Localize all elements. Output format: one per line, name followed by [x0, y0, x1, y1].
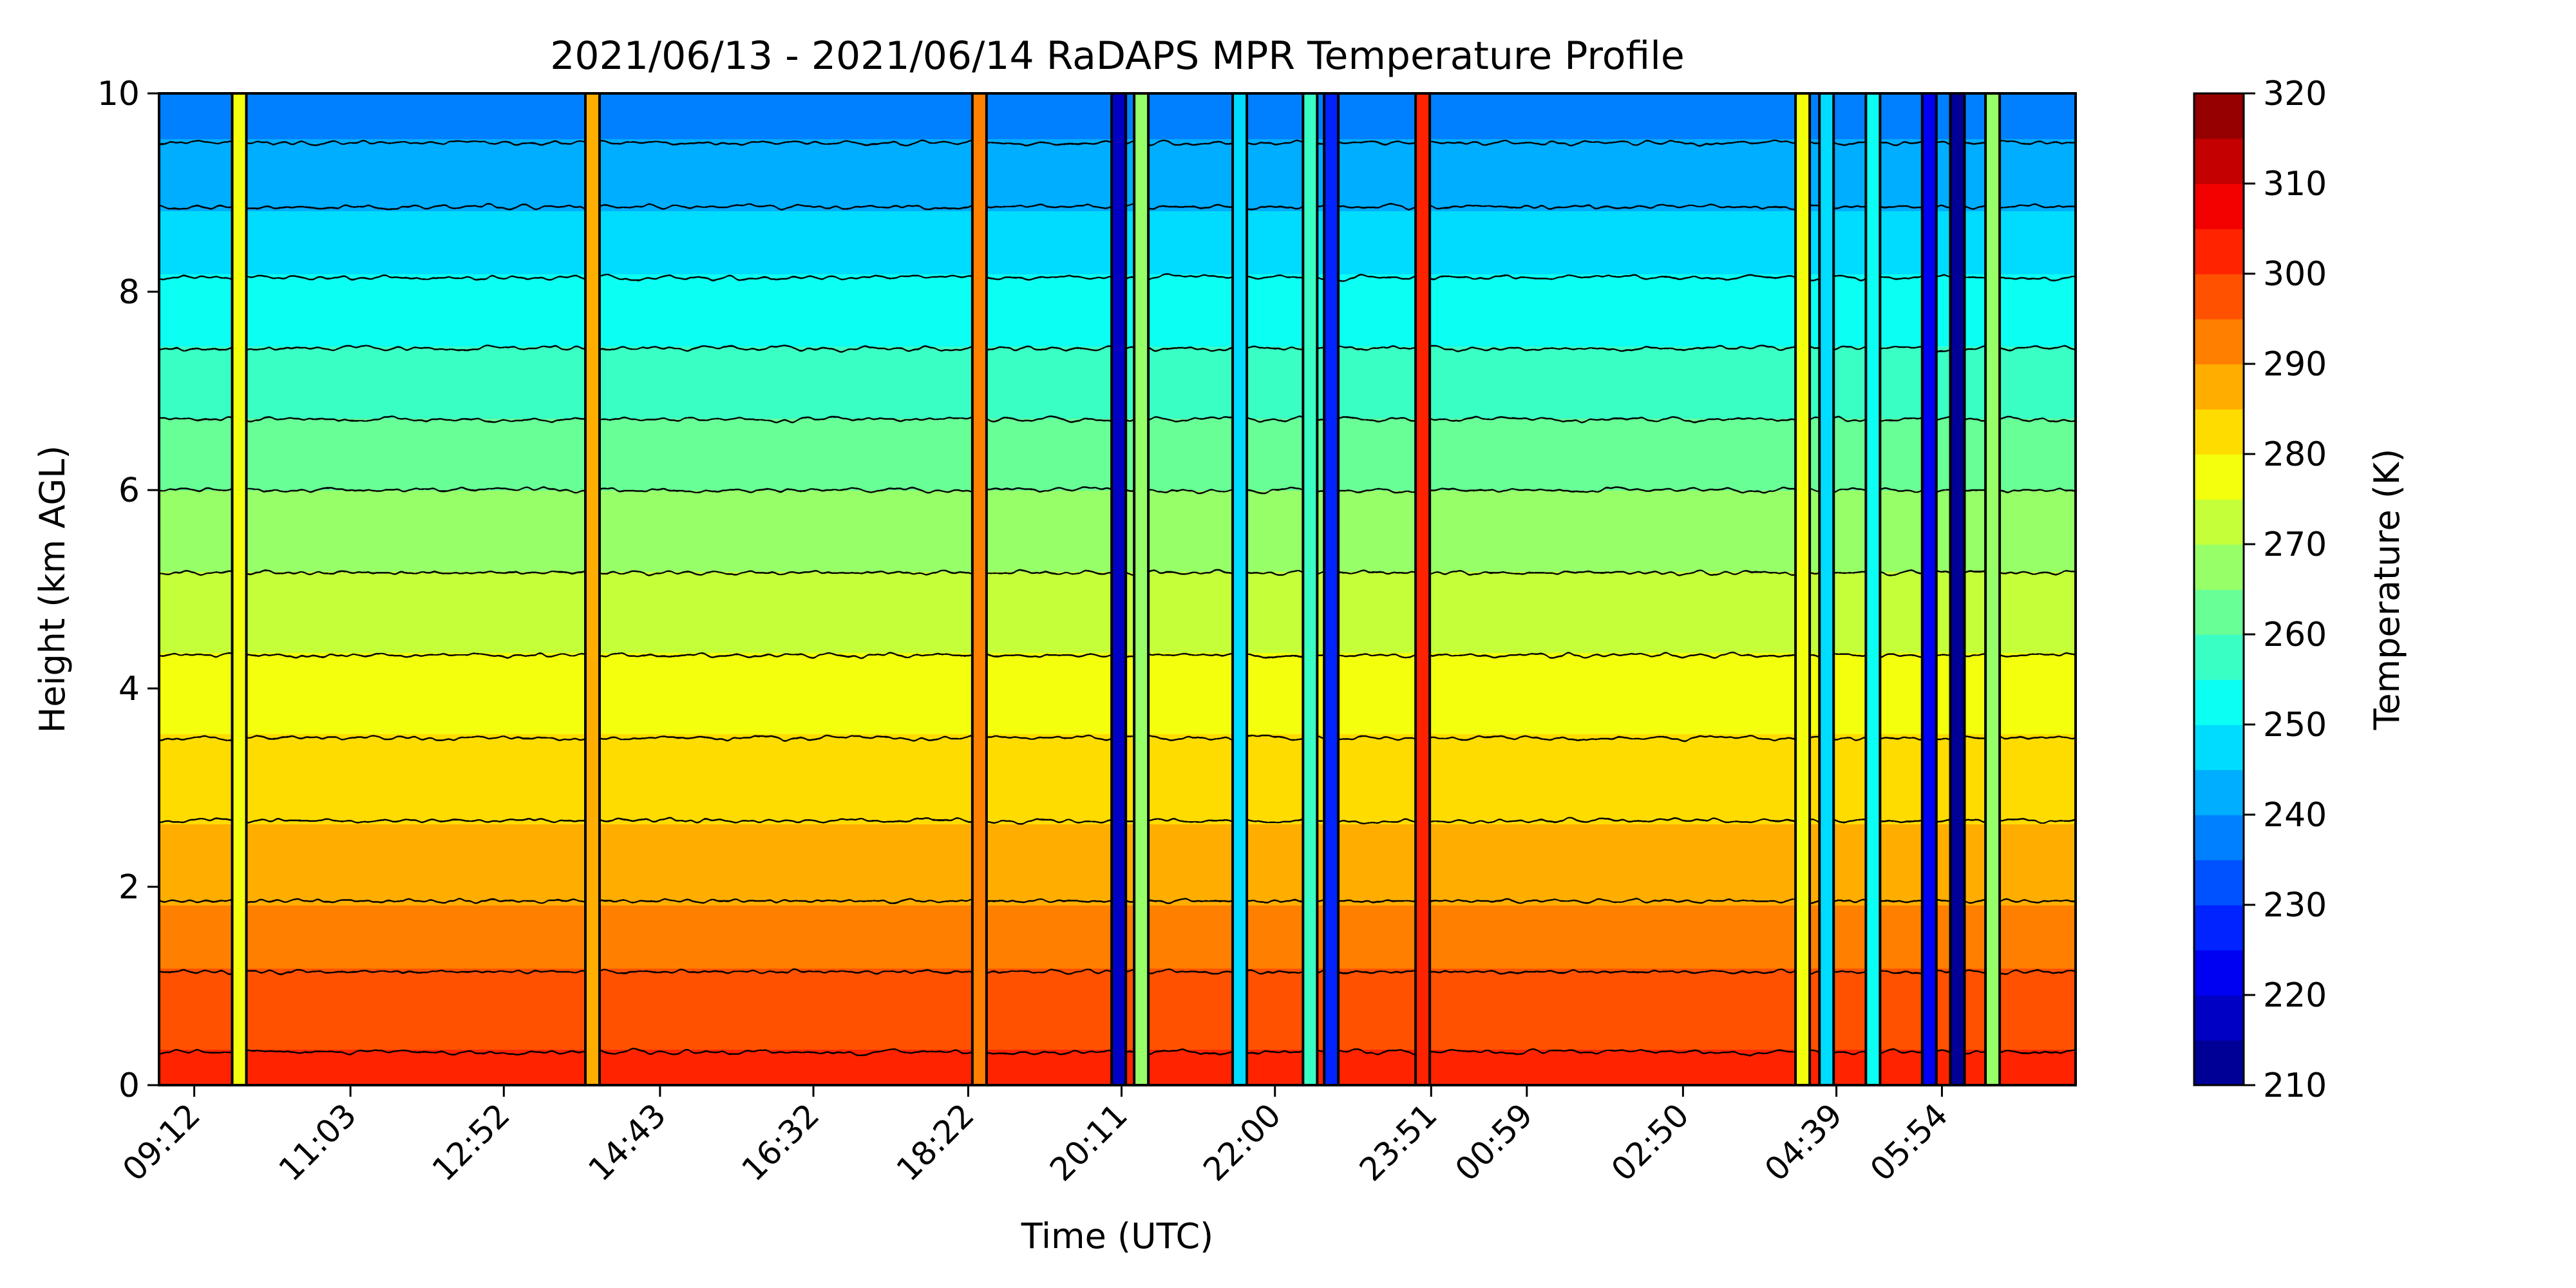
colorbar-tick-label: 320 — [2263, 75, 2327, 113]
colorbar-tick-label: 260 — [2263, 616, 2327, 654]
colorbar-tick-label: 250 — [2263, 706, 2327, 744]
x-tick-label: 12:52 — [425, 1096, 517, 1188]
colorbar-segment — [2194, 274, 2244, 319]
colorbar-segment — [2194, 544, 2244, 590]
colorbar-segment — [2194, 995, 2244, 1041]
anomaly-column — [971, 93, 988, 1085]
colorbar-tick-label: 280 — [2263, 435, 2327, 474]
x-tick-label: 16:32 — [735, 1096, 827, 1188]
x-tick-label: 04:39 — [1757, 1096, 1850, 1188]
x-tick-label: 20:11 — [1043, 1096, 1135, 1188]
colorbar-segment — [2194, 499, 2244, 545]
x-tick-label: 11:03 — [272, 1096, 364, 1188]
anomaly-column — [1794, 93, 1812, 1085]
colorbar-segment — [2194, 589, 2244, 635]
colorbar-segment — [2194, 319, 2244, 365]
colorbar-tick-label: 310 — [2263, 165, 2327, 204]
x-axis: 09:12 11:03 12:52 14:43 16:32 18:22 20:11 22:00… — [115, 1085, 1955, 1188]
colorbar-segment — [2194, 409, 2244, 455]
x-tick-label: 09:12 — [115, 1096, 207, 1188]
x-tick-label: 14:43 — [581, 1096, 673, 1188]
anomaly-column — [1949, 93, 1966, 1085]
colorbar-segment — [2194, 724, 2244, 770]
anomaly-column — [1302, 93, 1319, 1085]
y-tick-label: 6 — [118, 471, 140, 510]
colorbar-segment — [2194, 860, 2244, 905]
colorbar: 210 220 230 240 250 260 270 280 290 300 310 320 — [2193, 75, 2327, 1105]
anomaly-column — [1920, 93, 1938, 1085]
y-tick-label: 10 — [97, 75, 140, 113]
y-tick-label: 2 — [118, 868, 140, 907]
plot-frame — [158, 92, 2077, 1086]
x-tick-label: 23:51 — [1352, 1096, 1444, 1188]
plot-area — [159, 93, 2076, 1085]
colorbar-segment — [2194, 229, 2244, 274]
x-tick-label: 18:22 — [889, 1096, 981, 1188]
y-tick-label: 4 — [118, 670, 140, 708]
colorbar-tick-label: 240 — [2263, 796, 2327, 835]
anomaly-column — [1133, 93, 1150, 1085]
colorbar-tick-label: 220 — [2263, 976, 2327, 1015]
x-axis-label: Time (UTC) — [1021, 1216, 1214, 1256]
colorbar-tick-label: 230 — [2263, 886, 2327, 925]
colorbar-label: Temperature (K) — [2367, 449, 2407, 731]
colorbar-tick-label: 290 — [2263, 345, 2327, 384]
y-tick-label: 0 — [118, 1066, 140, 1105]
colorbar-tick-label: 210 — [2263, 1066, 2327, 1105]
colorbar-segment — [2194, 905, 2244, 951]
colorbar-segment — [2194, 679, 2244, 725]
anomaly-column — [1864, 93, 1882, 1085]
colorbar-segment — [2194, 1040, 2244, 1086]
colorbar-tick-label: 300 — [2263, 255, 2327, 294]
anomaly-column — [1323, 93, 1340, 1085]
colorbar-segment — [2194, 770, 2244, 815]
colorbar-segment — [2194, 454, 2244, 500]
colorbar-tick-label: 270 — [2263, 526, 2327, 564]
colorbar-segment — [2194, 138, 2244, 184]
x-tick-label: 00:59 — [1448, 1096, 1540, 1188]
colorbar-segment — [2194, 364, 2244, 410]
y-axis: 0 2 4 6 8 10 — [97, 75, 159, 1105]
y-axis-label: Height (km AGL) — [32, 446, 73, 734]
anomaly-column — [1984, 93, 2002, 1085]
colorbar-segment — [2194, 950, 2244, 996]
x-tick-label: 02:50 — [1604, 1096, 1696, 1188]
colorbar-segment — [2194, 184, 2244, 229]
colorbar-segment — [2194, 815, 2244, 860]
colorbar-segment — [2194, 93, 2244, 139]
x-tick-label: 22:00 — [1196, 1096, 1288, 1188]
colorbar-frame — [2193, 92, 2245, 1086]
anomaly-column — [231, 93, 248, 1085]
chart-title: 2021/06/13 - 2021/06/14 RaDAPS MPR Tempe… — [550, 33, 1685, 79]
anomaly-column — [1818, 93, 1835, 1085]
anomaly-columns — [231, 93, 2002, 1085]
anomaly-column — [1110, 93, 1128, 1085]
y-tick-label: 8 — [118, 273, 140, 312]
anomaly-column — [1414, 93, 1432, 1085]
anomaly-column — [1231, 93, 1249, 1085]
x-tick-label: 05:54 — [1863, 1096, 1955, 1188]
colorbar-segment — [2194, 634, 2244, 680]
anomaly-column — [583, 93, 601, 1085]
